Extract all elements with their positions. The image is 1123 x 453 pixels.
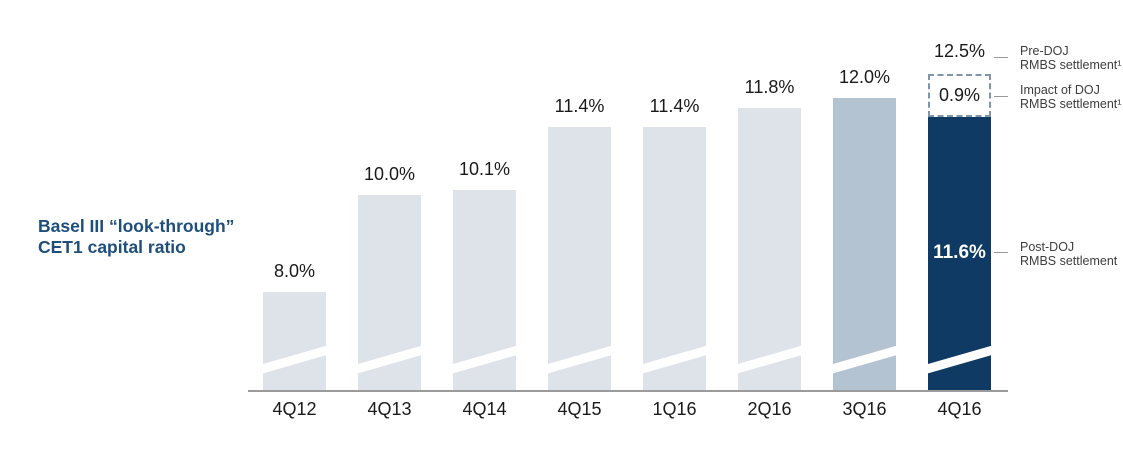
impact-dashed-box: 0.9% (928, 74, 991, 117)
axis-break-slash (548, 343, 611, 376)
post-doj-value-label: 11.6% (933, 242, 986, 263)
annotation-impact-doj-line-1: Impact of DOJ (1020, 83, 1100, 97)
annotation-connector-impact-doj (994, 96, 1008, 97)
annotation-pre-doj: Pre-DOJ RMBS settlement¹ (1020, 44, 1123, 72)
bar-label-2Q16: 11.8% (744, 77, 795, 97)
x-axis-line (248, 390, 1008, 392)
axis-break-slash (263, 343, 326, 376)
bar-2Q16 (738, 108, 801, 390)
bar-4Q13 (358, 195, 421, 390)
bar-label-4Q15: 11.4% (554, 96, 605, 116)
bar-label-4Q13: 10.0% (363, 164, 416, 184)
bar-label-1Q16: 11.4% (649, 96, 700, 116)
annotation-post-doj-line-2: RMBS settlement (1020, 254, 1118, 268)
bar-4Q16 (928, 117, 991, 390)
annotation-post-doj: Post-DOJ RMBS settlement (1020, 240, 1123, 268)
axis-break-slash (928, 343, 991, 376)
x-axis-label-3Q16: 3Q16 (842, 399, 887, 419)
bar-label-4Q14: 10.1% (458, 159, 511, 179)
annotation-pre-doj-line-2: RMBS settlement¹ (1020, 58, 1122, 72)
bar-label-4Q12: 8.0% (273, 261, 316, 281)
axis-break-slash (833, 343, 896, 376)
chart-title: Basel III “look-through” CET1 capital ra… (38, 216, 268, 258)
axis-break-slash (643, 343, 706, 376)
x-axis-label-4Q13: 4Q13 (367, 399, 412, 419)
x-axis-label-4Q14: 4Q14 (462, 399, 507, 419)
x-axis-label-4Q12: 4Q12 (272, 399, 317, 419)
annotation-impact-doj: Impact of DOJ RMBS settlement¹ (1020, 83, 1123, 111)
bar-4Q15 (548, 127, 611, 390)
axis-break-slash (738, 343, 801, 376)
annotation-pre-doj-line-1: Pre-DOJ (1020, 44, 1069, 58)
chart-title-line-2: CET1 capital ratio (38, 237, 186, 257)
x-axis-label-4Q15: 4Q15 (557, 399, 602, 419)
bar-label-3Q16: 12.0% (838, 67, 891, 87)
bar-4Q14 (453, 190, 516, 390)
pre-doj-value-label: 12.5% (933, 41, 986, 61)
bar-4Q12 (263, 292, 326, 390)
x-axis-label-4Q16: 4Q16 (937, 399, 982, 419)
annotation-impact-doj-line-2: RMBS settlement¹ (1020, 97, 1122, 111)
x-axis-label-2Q16: 2Q16 (747, 399, 792, 419)
bar-3Q16 (833, 98, 896, 390)
chart-title-line-1: Basel III “look-through” (38, 216, 235, 236)
bar-1Q16 (643, 127, 706, 390)
axis-break-slash (453, 343, 516, 376)
x-axis-label-1Q16: 1Q16 (652, 399, 697, 419)
annotation-connector-pre-doj (994, 57, 1008, 58)
annotation-connector-post-doj (994, 252, 1008, 253)
annotation-post-doj-line-1: Post-DOJ (1020, 240, 1075, 254)
axis-break-slash (358, 343, 421, 376)
